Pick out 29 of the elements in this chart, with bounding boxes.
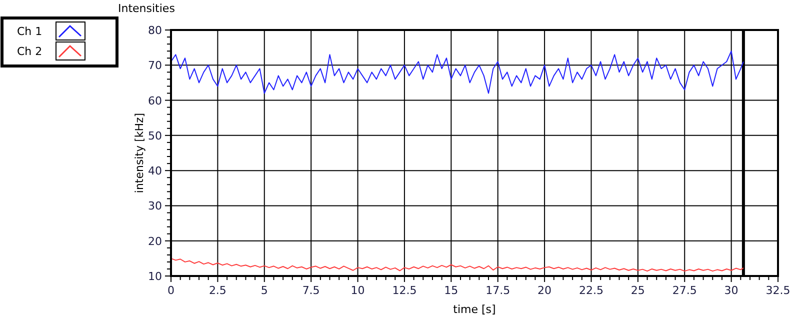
x-tick-label: 22.5 — [578, 284, 604, 297]
y-tick-label: 60 — [148, 94, 162, 108]
x-tick-label: 12.5 — [392, 284, 417, 297]
chart-title: Intensities — [118, 2, 176, 15]
line-series — [170, 50, 744, 94]
x-tick-label: 20 — [538, 284, 552, 297]
x-tick-label: 10 — [350, 284, 365, 297]
y-tick-label: 20 — [148, 234, 162, 248]
x-tick-label: 7.5 — [302, 284, 320, 297]
x-tick-label: 25 — [630, 284, 645, 297]
x-tick-label: 15 — [444, 284, 458, 297]
y-tick-label: 50 — [148, 129, 162, 142]
legend-label: Ch 1 — [17, 25, 42, 38]
x-axis-title: time [s] — [453, 303, 496, 316]
y-tick-label: 40 — [148, 164, 162, 178]
x-tick-label: 5 — [260, 284, 268, 297]
y-tick-label: 80 — [148, 24, 162, 37]
x-tick-label: 17.5 — [486, 284, 510, 297]
line-series — [170, 258, 744, 272]
x-tick-label: 27.5 — [672, 284, 697, 297]
y-tick-label: 10 — [148, 270, 162, 283]
y-axis-title: intensity [kHz] — [133, 112, 146, 194]
y-tick-label: 70 — [148, 59, 162, 72]
x-tick-label: 0 — [168, 284, 174, 297]
x-tick-label: 2.5 — [208, 284, 226, 297]
legend-label: Ch 2 — [17, 45, 42, 58]
x-tick-label: 30 — [724, 284, 738, 297]
y-tick-label: 30 — [148, 200, 162, 213]
x-tick-label: 32.5 — [766, 284, 790, 297]
